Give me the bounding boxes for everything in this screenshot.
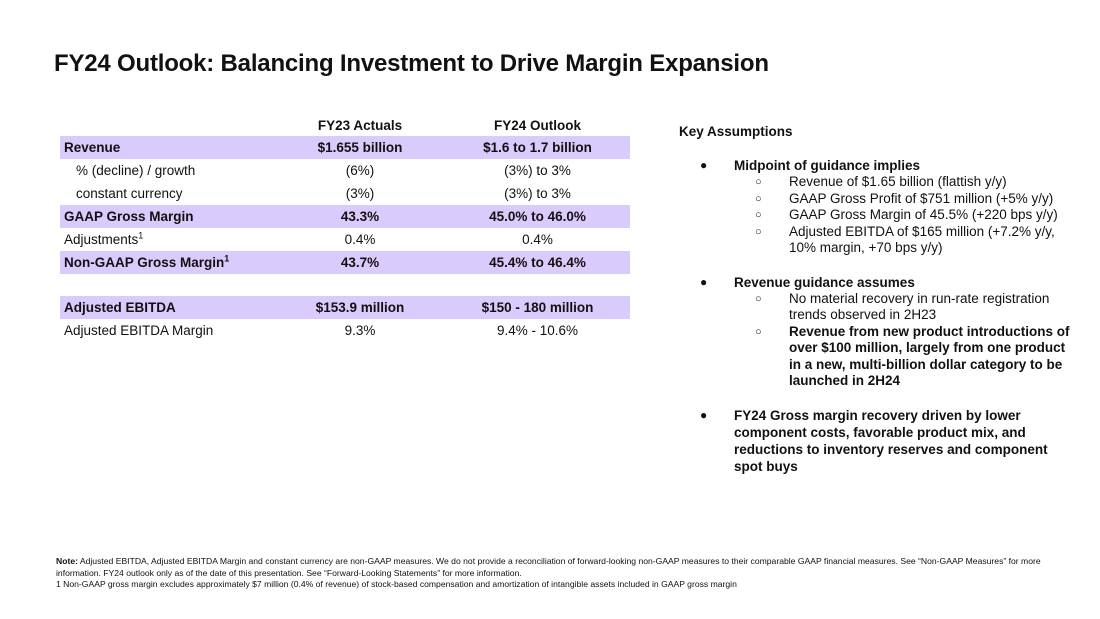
sub-bullet-text: Revenue from new product introductions o… [789, 323, 1070, 389]
fy24-value: (3%) to 3% [504, 186, 571, 201]
table-row-growth: % (decline) / growth (6%) (3%) to 3% [60, 159, 630, 182]
assumption-group: ● Revenue guidance assumes ○ No material… [679, 274, 1079, 390]
fy23-value: 0.4% [344, 232, 376, 247]
table-row-adjusted-ebitda-margin: Adjusted EBITDA Margin 9.3% 9.4% - 10.6% [60, 319, 630, 342]
bullet-icon: ● [700, 158, 708, 172]
sub-bullet-icon: ○ [755, 292, 762, 305]
fy24-value: 9.4% - 10.6% [496, 323, 579, 338]
bullet-item: ● Revenue guidance assumes [679, 274, 1079, 291]
row-label-cell: Non-GAAP Gross Margin1 [60, 253, 275, 270]
header-fy24: FY24 Outlook [493, 117, 581, 133]
footnote-1: 1 Non-GAAP gross margin excludes approxi… [56, 579, 737, 589]
assumption-group: ● Midpoint of guidance implies ○ Revenue… [679, 157, 1079, 257]
table-row-adjustments: Adjustments1 0.4% 0.4% [60, 228, 630, 251]
sub-bullet-text: No material recovery in run-rate registr… [789, 290, 1050, 323]
slide-title: FY24 Outlook: Balancing Investment to Dr… [54, 50, 769, 77]
row-label: % (decline) / growth [76, 163, 196, 178]
sub-bullet-icon: ○ [755, 176, 762, 188]
fy23-value: $153.9 million [315, 300, 405, 315]
key-assumptions-title: Key Assumptions [679, 124, 793, 139]
key-assumptions: Key Assumptions ● Midpoint of guidance i… [679, 124, 1079, 492]
row-label: Adjusted EBITDA [64, 300, 176, 315]
table-row-adjusted-ebitda: Adjusted EBITDA $153.9 million $150 - 18… [60, 296, 630, 319]
fy23-value: 43.7% [340, 255, 380, 270]
sub-bullet-text: Revenue of $1.65 billion (flattish y/y) [789, 174, 1007, 189]
sub-bullet-item: ○ GAAP Gross Profit of $751 million (+5%… [679, 191, 1079, 208]
sub-bullet-item: ○ No material recovery in run-rate regis… [679, 291, 1079, 324]
fy23-value: 43.3% [340, 209, 380, 224]
table-row-revenue: Revenue $1.655 billion $1.6 to 1.7 billi… [60, 136, 630, 159]
fy24-value: 45.4% to 46.4% [489, 255, 586, 270]
sub-bullet-icon: ○ [755, 225, 762, 238]
table-header-row: FY23 Actuals FY24 Outlook [60, 114, 630, 136]
outlook-table: FY23 Actuals FY24 Outlook Revenue $1.655… [60, 114, 630, 342]
fy24-value: $1.6 to 1.7 billion [483, 140, 592, 155]
note-text: Adjusted EBITDA, Adjusted EBITDA Margin … [56, 556, 1041, 578]
note-line: Note: Adjusted EBITDA, Adjusted EBITDA M… [56, 556, 1056, 579]
fy24-value: 0.4% [522, 232, 553, 247]
bullet-text: Revenue guidance assumes [734, 274, 915, 290]
row-label: Revenue [64, 140, 121, 155]
row-label: Adjustments [64, 232, 139, 247]
bullet-icon: ● [700, 407, 708, 422]
sub-bullet-item: ○ Revenue from new product introductions… [679, 324, 1079, 390]
fy23-value: (3%) [345, 186, 375, 201]
row-label: Non-GAAP Gross Margin [64, 255, 225, 270]
note-label: Note: [56, 556, 78, 566]
sub-bullet-item: ○ Revenue of $1.65 billion (flattish y/y… [679, 174, 1079, 191]
fy24-value: (3%) to 3% [504, 163, 571, 178]
fy23-value: 9.3% [344, 323, 376, 338]
sub-bullet-icon: ○ [755, 325, 762, 338]
fy24-value: $150 - 180 million [481, 300, 594, 315]
sub-bullet-item: ○ Adjusted EBITDA of $165 million (+7.2%… [679, 224, 1079, 257]
row-label: constant currency [76, 186, 183, 201]
table-spacer [60, 274, 630, 296]
fy24-value: 45.0% to 46.0% [489, 209, 586, 224]
sub-bullet-icon: ○ [755, 209, 762, 221]
table-row-gaap-gross-margin: GAAP Gross Margin 43.3% 45.0% to 46.0% [60, 205, 630, 228]
footnote-marker: 1 [224, 253, 230, 264]
bullet-text: Midpoint of guidance implies [734, 158, 921, 173]
fy23-value: $1.655 billion [317, 140, 403, 155]
sub-bullet-item: ○ GAAP Gross Margin of 45.5% (+220 bps y… [679, 207, 1079, 224]
fy23-value: (6%) [345, 163, 375, 178]
bullet-item: ● FY24 Gross margin recovery driven by l… [679, 407, 1079, 475]
sub-bullet-text: GAAP Gross Margin of 45.5% (+220 bps y/y… [789, 207, 1058, 222]
sub-bullet-icon: ○ [755, 192, 762, 205]
assumption-group: ● FY24 Gross margin recovery driven by l… [679, 407, 1079, 475]
bullet-text: FY24 Gross margin recovery driven by low… [734, 407, 1048, 474]
row-label: Adjusted EBITDA Margin [64, 323, 214, 338]
row-label: GAAP Gross Margin [64, 209, 194, 224]
header-fy23: FY23 Actuals [317, 117, 403, 133]
row-label-cell: Adjustments1 [60, 230, 275, 247]
sub-bullet-text: Adjusted EBITDA of $165 million (+7.2% y… [789, 223, 1055, 256]
sub-bullet-text: GAAP Gross Profit of $751 million (+5% y… [789, 190, 1054, 206]
table-row-constant-currency: constant currency (3%) (3%) to 3% [60, 182, 630, 205]
table-row-non-gaap-gross-margin: Non-GAAP Gross Margin1 43.7% 45.4% to 46… [60, 251, 630, 274]
bullet-icon: ● [700, 274, 708, 289]
bullet-item: ● Midpoint of guidance implies [679, 157, 1079, 174]
footnotes: Note: Adjusted EBITDA, Adjusted EBITDA M… [56, 556, 1056, 591]
footnote-marker: 1 [138, 230, 144, 241]
